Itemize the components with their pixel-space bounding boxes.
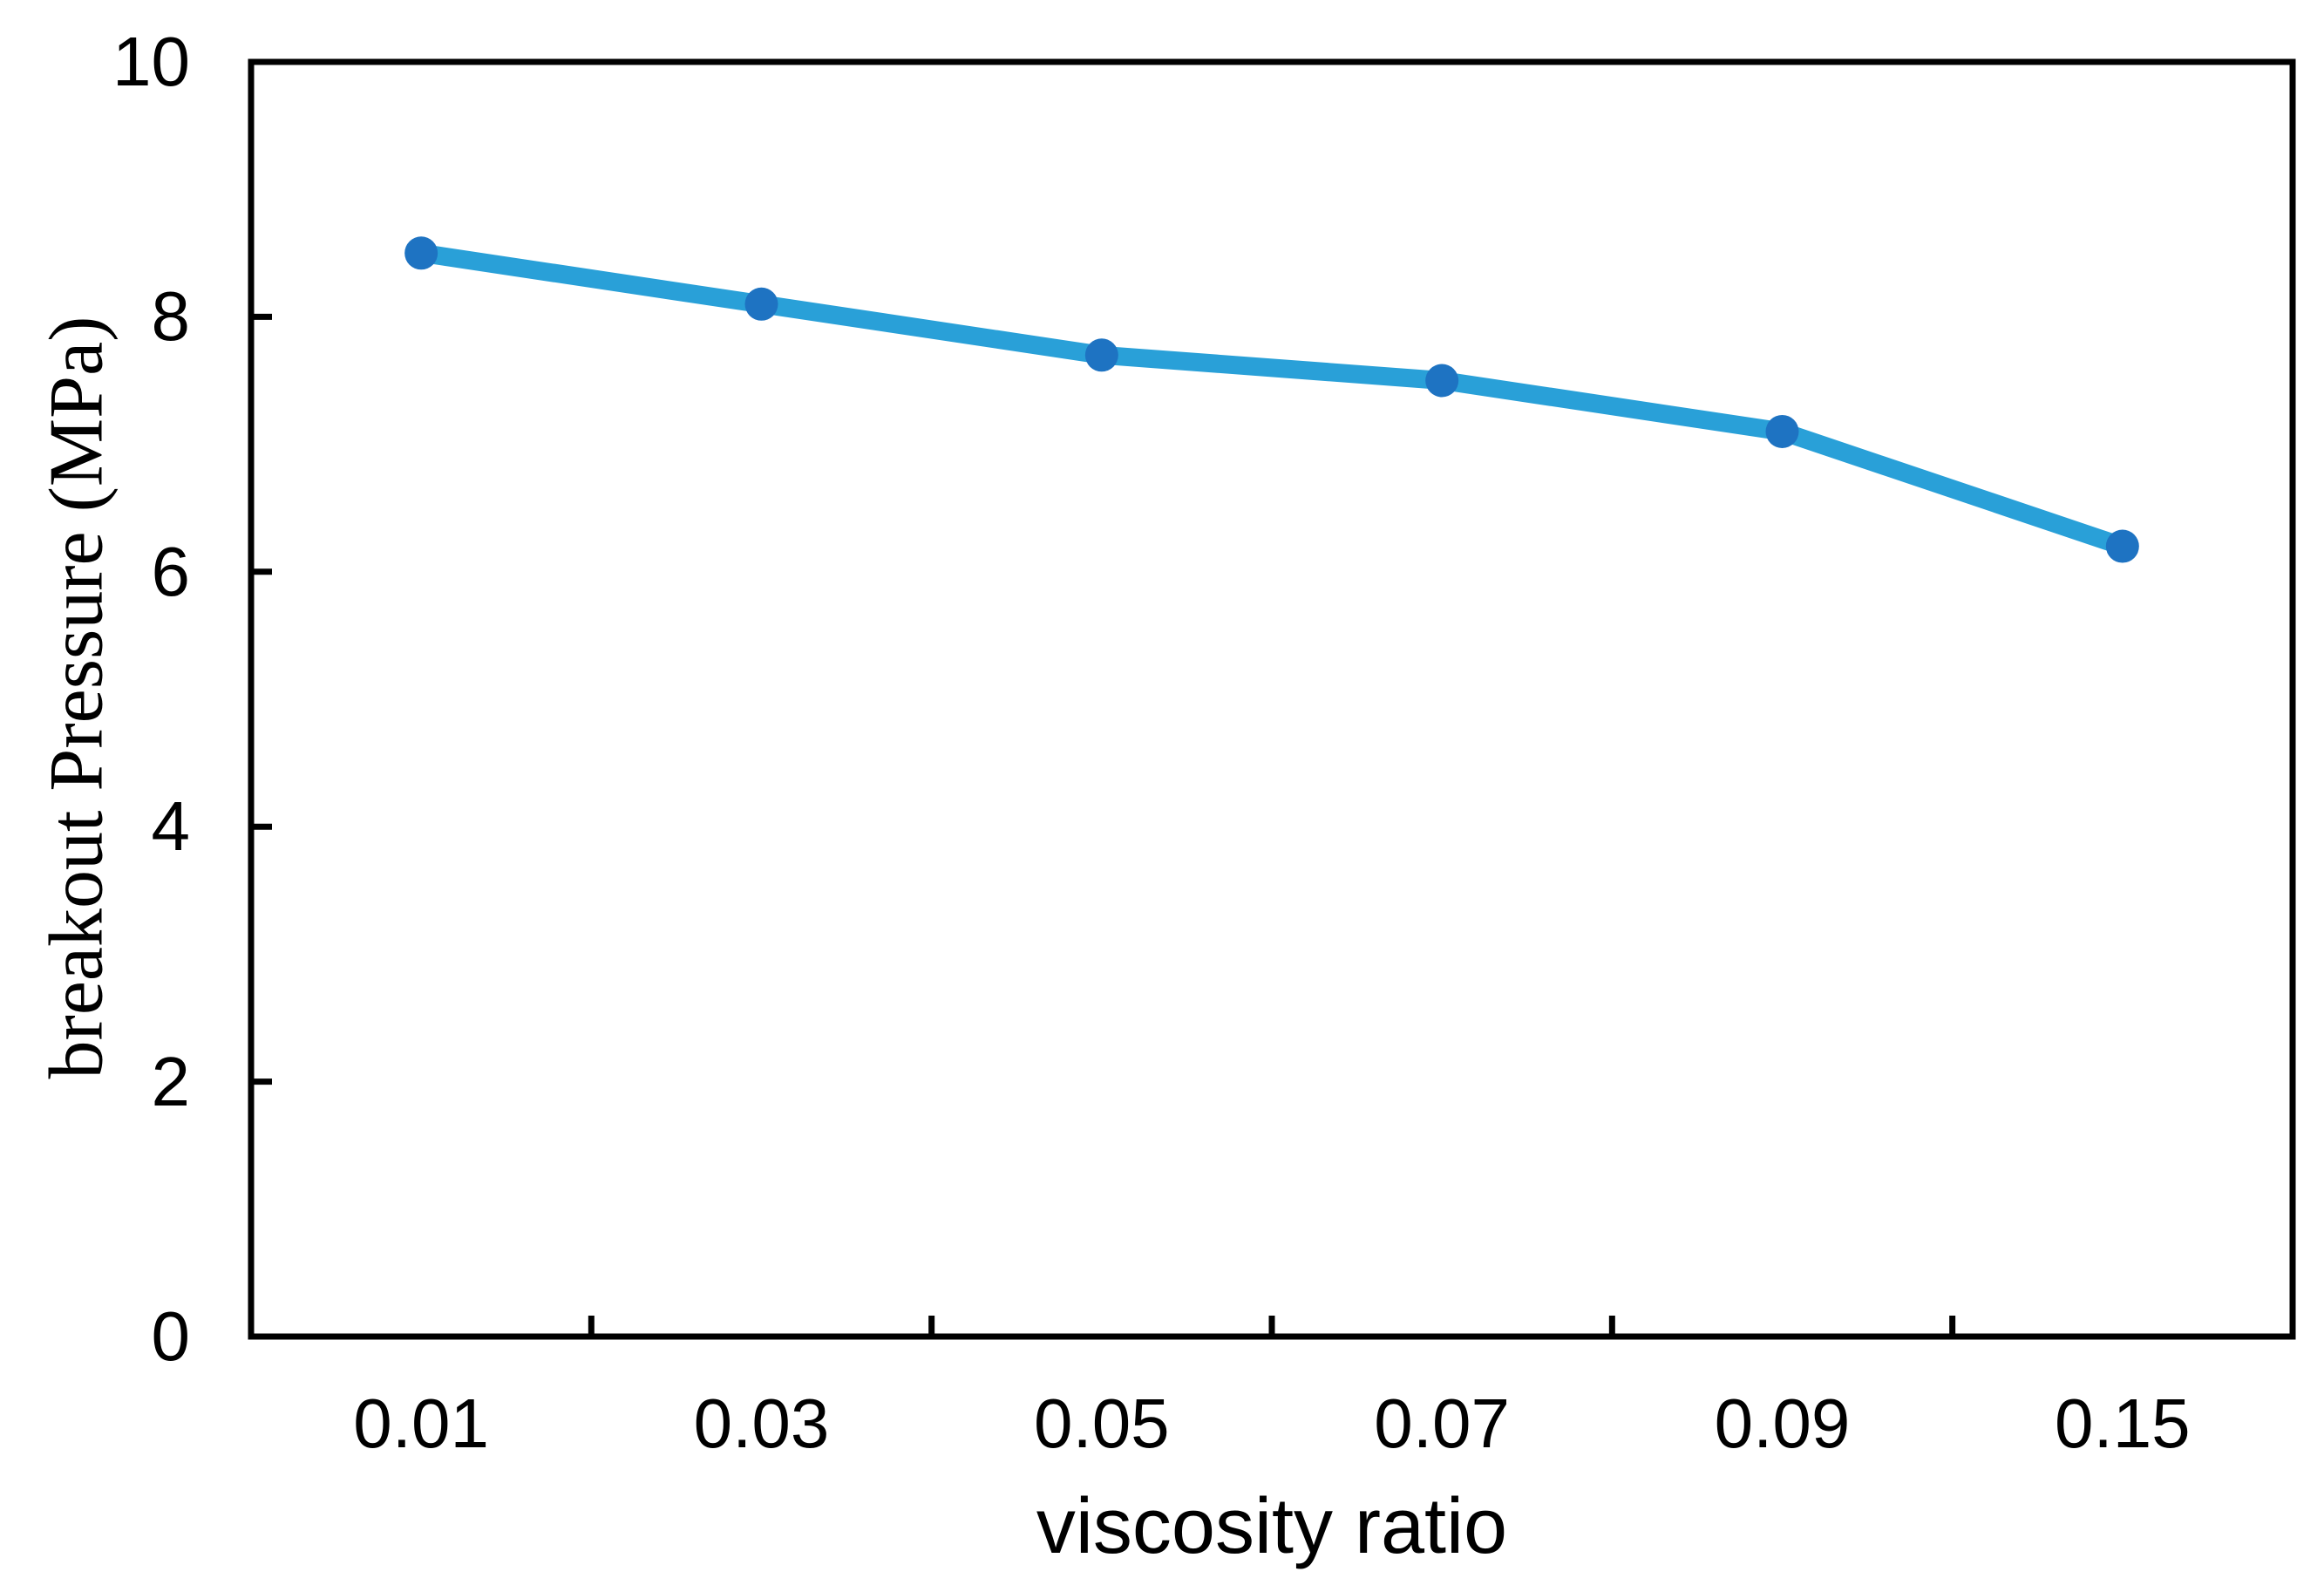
data-line <box>419 243 2126 555</box>
data-point-marker <box>1084 338 1118 372</box>
x-tick-label: 0.09 <box>1714 1384 1851 1462</box>
plot-border <box>248 58 2296 1340</box>
data-point-marker <box>744 287 778 321</box>
data-point-marker <box>1425 364 1459 398</box>
x-tick-label: 0.01 <box>353 1384 489 1462</box>
data-point-marker <box>404 236 438 270</box>
x-tick-label: 0.05 <box>1033 1384 1170 1462</box>
y-tick-label: 4 <box>151 787 191 866</box>
x-axis-title: viscosity ratio <box>1036 1483 1508 1570</box>
data-point-marker <box>1765 414 1799 448</box>
y-axis-title: breakout Pressure (MPa) <box>34 316 119 1079</box>
y-tick-label: 2 <box>151 1042 191 1120</box>
y-tick-label: 8 <box>151 277 191 356</box>
x-tick-label: 0.07 <box>1374 1384 1510 1462</box>
x-tick-label: 0.15 <box>2054 1384 2191 1462</box>
x-tick-label: 0.03 <box>693 1384 830 1462</box>
data-point-marker <box>2105 529 2139 563</box>
y-tick-label: 0 <box>151 1297 191 1375</box>
y-tick-label: 6 <box>151 532 191 610</box>
y-tick-label: 10 <box>112 23 190 100</box>
